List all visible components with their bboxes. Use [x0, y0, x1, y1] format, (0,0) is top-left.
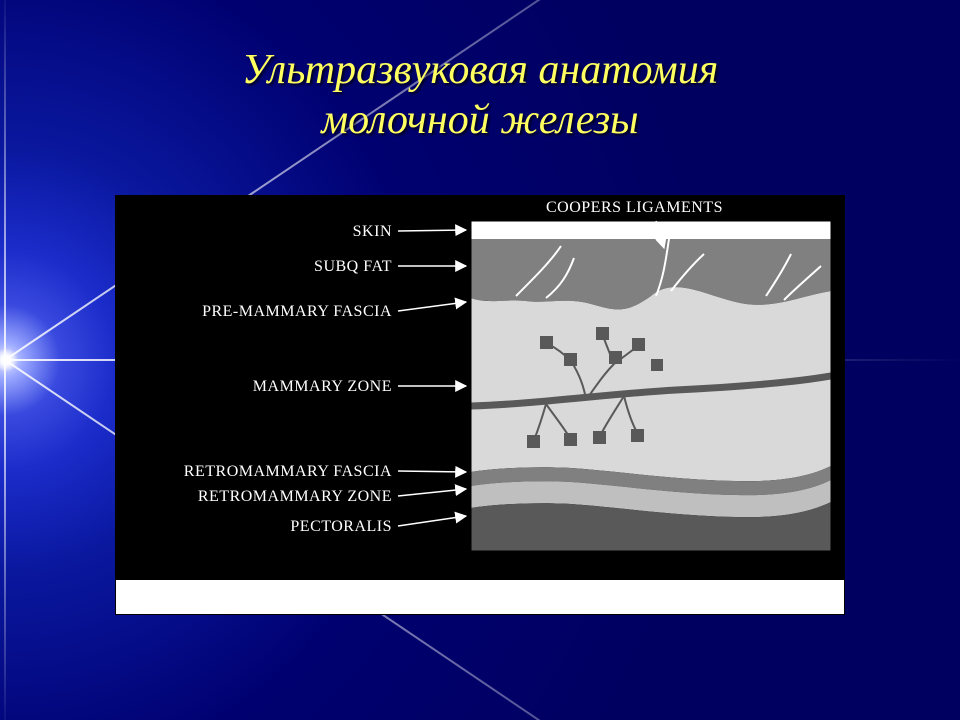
title-line-1: Ультразвуковая анатомия: [242, 47, 719, 93]
diagram-svg: [116, 196, 844, 580]
label-retromammary-fascia: RETROMAMMARY FASCIA: [184, 463, 392, 481]
anatomy-diagram: SKIN SUBQ FAT PRE-MAMMARY FASCIA MAMMARY…: [116, 196, 844, 580]
label-subq-fat: SUBQ FAT: [314, 258, 392, 276]
lens-flare-core: [0, 348, 18, 372]
diagram-panel: SKIN SUBQ FAT PRE-MAMMARY FASCIA MAMMARY…: [115, 195, 845, 615]
label-pre-mammary-fascia: PRE-MAMMARY FASCIA: [202, 303, 392, 321]
label-skin: SKIN: [353, 223, 392, 241]
label-mammary-zone: MAMMARY ZONE: [253, 378, 392, 396]
title-line-2: молочной железы: [321, 97, 638, 143]
label-pectoralis: PECTORALIS: [290, 518, 392, 536]
label-retromammary-zone: RETROMAMMARY ZONE: [198, 488, 392, 506]
layer-skin: [471, 221, 831, 239]
flare-ray: [4, 360, 6, 720]
slide-title: Ультразвуковая анатомия молочной железы: [0, 45, 960, 146]
label-coopers-ligaments: COOPERS LIGAMENTS: [546, 199, 806, 217]
